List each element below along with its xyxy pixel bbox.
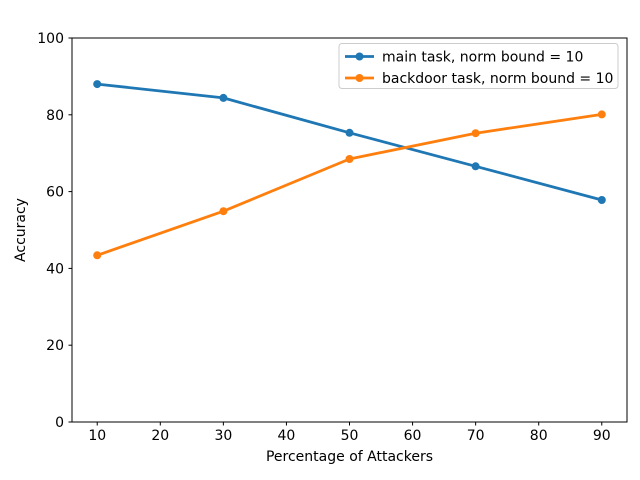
- data-point-marker: [471, 129, 480, 138]
- legend-marker-sample: [355, 74, 364, 82]
- data-point-marker: [597, 196, 606, 204]
- data-point-marker: [471, 162, 480, 171]
- legend-label: main task, norm bound = 10: [382, 50, 583, 66]
- x-tick-label: 30: [214, 428, 232, 444]
- legend-marker-sample: [355, 52, 364, 61]
- x-tick-label: 60: [404, 428, 422, 444]
- x-tick-label: 70: [467, 428, 485, 444]
- data-point-marker: [219, 207, 228, 216]
- series-line-0: [95, 82, 604, 202]
- y-tick-label: 60: [46, 185, 64, 201]
- x-axis-label: Percentage of Attackers: [266, 449, 433, 465]
- y-tick-label: 80: [46, 108, 64, 124]
- legend-box: [338, 43, 619, 89]
- plot-area-spines: [71, 37, 628, 423]
- y-tick-label: 40: [46, 261, 64, 277]
- x-tick-label: 40: [278, 428, 296, 444]
- x-tick-label: 20: [151, 428, 169, 444]
- x-tick-label: 80: [530, 428, 548, 444]
- y-tick-label: 0: [55, 415, 64, 431]
- data-point-marker: [345, 155, 354, 163]
- data-point-marker: [597, 110, 606, 119]
- data-point-marker: [93, 80, 102, 89]
- x-tick-label: 50: [341, 428, 359, 444]
- y-axis-label: Accuracy: [13, 198, 29, 262]
- y-tick-label: 20: [46, 338, 64, 354]
- legend-label: backdoor task, norm bound = 10: [382, 71, 613, 87]
- data-point-marker: [345, 128, 354, 137]
- x-tick-label: 90: [593, 428, 611, 444]
- x-tick-label: 10: [88, 428, 106, 444]
- y-tick-label: 100: [37, 31, 64, 47]
- data-point-marker: [219, 93, 228, 102]
- data-point-marker: [93, 251, 102, 260]
